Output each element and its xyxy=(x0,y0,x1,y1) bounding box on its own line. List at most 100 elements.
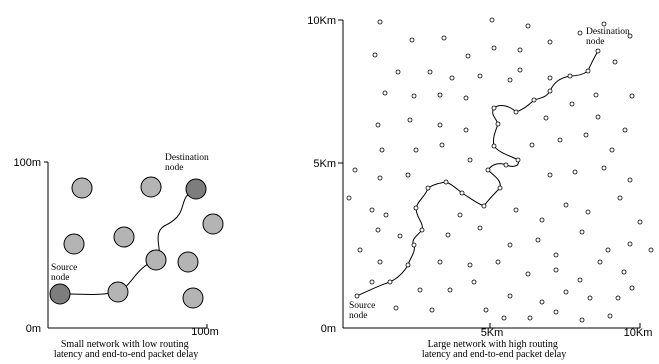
large-node xyxy=(572,169,578,175)
large-node xyxy=(501,315,507,321)
small-node xyxy=(182,287,204,309)
large-node xyxy=(503,162,509,168)
large-node xyxy=(449,75,455,81)
large-node xyxy=(409,37,415,43)
large-node xyxy=(609,147,615,153)
large-node xyxy=(375,122,381,128)
large-node xyxy=(553,267,559,273)
large-node xyxy=(425,185,431,191)
large-node xyxy=(507,293,513,299)
large-node xyxy=(507,77,513,83)
large-node xyxy=(377,259,383,265)
large-node xyxy=(553,309,559,315)
large-node xyxy=(467,262,473,268)
large-node xyxy=(382,90,388,96)
large-node xyxy=(627,177,633,183)
large-node xyxy=(411,93,417,99)
large-node xyxy=(579,317,585,323)
large-node xyxy=(379,147,385,153)
large-node xyxy=(597,259,603,265)
large-node xyxy=(601,165,607,171)
large-node xyxy=(535,237,541,243)
small-source-node xyxy=(49,283,71,305)
small-caption-line2: latency and end-to-end packet delay xyxy=(54,349,198,360)
large-y-mid-label: 5Km xyxy=(313,158,336,170)
small-caption: Small network with low routing latency a… xyxy=(54,339,198,360)
large-node xyxy=(491,105,497,111)
large-node xyxy=(595,48,601,54)
small-source-label-line1: Source xyxy=(51,263,77,273)
small-source-label: Source node xyxy=(51,263,80,283)
large-y-top-label: 10Km xyxy=(307,15,336,27)
large-node xyxy=(377,19,383,25)
large-node xyxy=(531,97,537,103)
large-node xyxy=(595,114,601,120)
large-node xyxy=(413,205,419,211)
large-node xyxy=(627,241,633,247)
large-node xyxy=(429,307,435,313)
large-node xyxy=(445,232,451,238)
large-node xyxy=(583,132,589,138)
large-node xyxy=(515,157,521,163)
large-node xyxy=(393,305,399,311)
large-node xyxy=(405,262,411,268)
large-origin-label: 0m xyxy=(321,323,336,335)
large-node xyxy=(517,47,523,53)
large-node xyxy=(489,17,495,23)
large-node xyxy=(369,279,375,285)
large-node xyxy=(463,95,469,101)
large-node xyxy=(346,195,352,201)
large-nodes xyxy=(346,17,654,323)
large-node xyxy=(629,285,635,291)
large-node xyxy=(569,101,575,107)
large-x-mid-label: 5Km xyxy=(481,327,504,339)
large-network-panel: 10Km 5Km 0m 5Km 10Km Source node Destina… xyxy=(307,15,654,360)
small-source-label-line2: node xyxy=(51,273,69,283)
large-node xyxy=(563,289,569,295)
small-node xyxy=(113,226,135,248)
small-network-panel: 100m 0m 100m Source node Destination nod… xyxy=(13,153,224,360)
large-node xyxy=(457,212,463,218)
small-destination-label-line2: node xyxy=(165,163,183,173)
small-node xyxy=(71,177,93,199)
large-node xyxy=(612,59,618,65)
large-node xyxy=(547,39,553,45)
large-node xyxy=(617,195,623,201)
large-node xyxy=(397,233,403,239)
large-source-label-line1: Source xyxy=(349,301,375,311)
large-destination-label-line1: Destination xyxy=(586,27,630,37)
large-node xyxy=(437,92,443,98)
small-nodes xyxy=(49,176,224,309)
large-node xyxy=(387,279,393,285)
small-destination-label-line1: Destination xyxy=(165,153,209,163)
large-node xyxy=(372,52,378,58)
large-node xyxy=(553,252,559,258)
large-node xyxy=(527,315,533,321)
small-node xyxy=(63,233,85,255)
large-node xyxy=(354,293,360,299)
large-node xyxy=(413,147,419,153)
large-node xyxy=(517,67,523,73)
large-node xyxy=(513,207,519,213)
small-x-right-label: 100m xyxy=(191,326,219,338)
large-node xyxy=(563,202,569,208)
large-node xyxy=(437,122,443,128)
large-node xyxy=(375,227,381,233)
large-node xyxy=(593,92,599,98)
large-caption-line1: Large network with high routing xyxy=(428,339,558,350)
large-destination-label-line2: node xyxy=(586,37,604,47)
large-node xyxy=(577,30,583,36)
small-destination-label: Destination node xyxy=(165,153,211,173)
large-node xyxy=(463,127,469,133)
large-node xyxy=(648,247,654,253)
large-node xyxy=(607,313,613,319)
large-node xyxy=(622,127,628,133)
large-x-right-label: 10Km xyxy=(624,327,653,339)
large-node xyxy=(481,203,487,209)
large-node xyxy=(567,73,573,79)
large-node xyxy=(495,259,501,265)
large-route-path xyxy=(356,50,599,297)
large-node xyxy=(405,172,411,178)
large-node xyxy=(407,117,413,123)
large-node xyxy=(357,247,363,253)
